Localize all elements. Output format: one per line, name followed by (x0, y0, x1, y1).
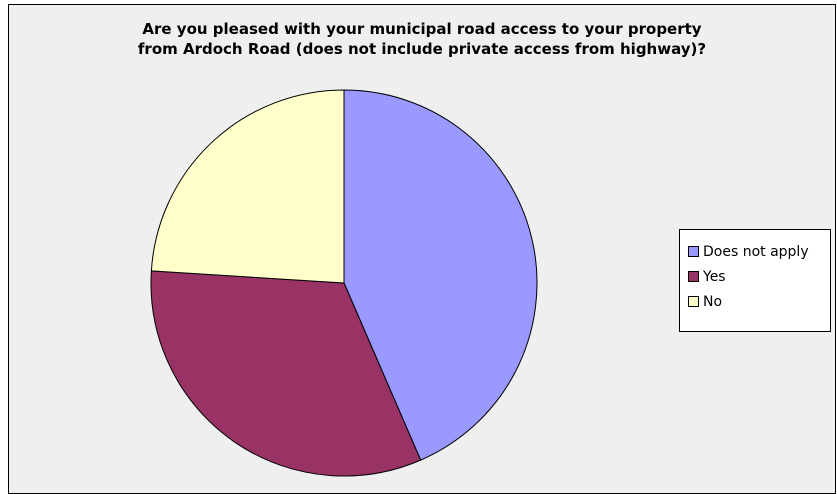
pie-chart (150, 89, 538, 477)
pie-slice-no (150, 89, 345, 284)
legend: Does not apply Yes No (679, 229, 831, 332)
pie-slice-does-not-apply (343, 89, 538, 461)
pie-slice-yes (150, 270, 422, 477)
legend-item-yes: Yes (688, 264, 830, 289)
legend-swatch-yes (688, 271, 699, 282)
legend-label-yes: Yes (703, 268, 726, 285)
legend-label-does-not-apply: Does not apply (703, 243, 809, 260)
legend-swatch-no (688, 296, 699, 307)
chart-title: Are you pleased with your municipal road… (137, 20, 707, 58)
legend-item-no: No (688, 289, 830, 314)
legend-item-does-not-apply: Does not apply (688, 239, 830, 264)
chart-area: Are you pleased with your municipal road… (8, 4, 836, 494)
legend-swatch-does-not-apply (688, 246, 699, 257)
legend-label-no: No (703, 293, 723, 310)
